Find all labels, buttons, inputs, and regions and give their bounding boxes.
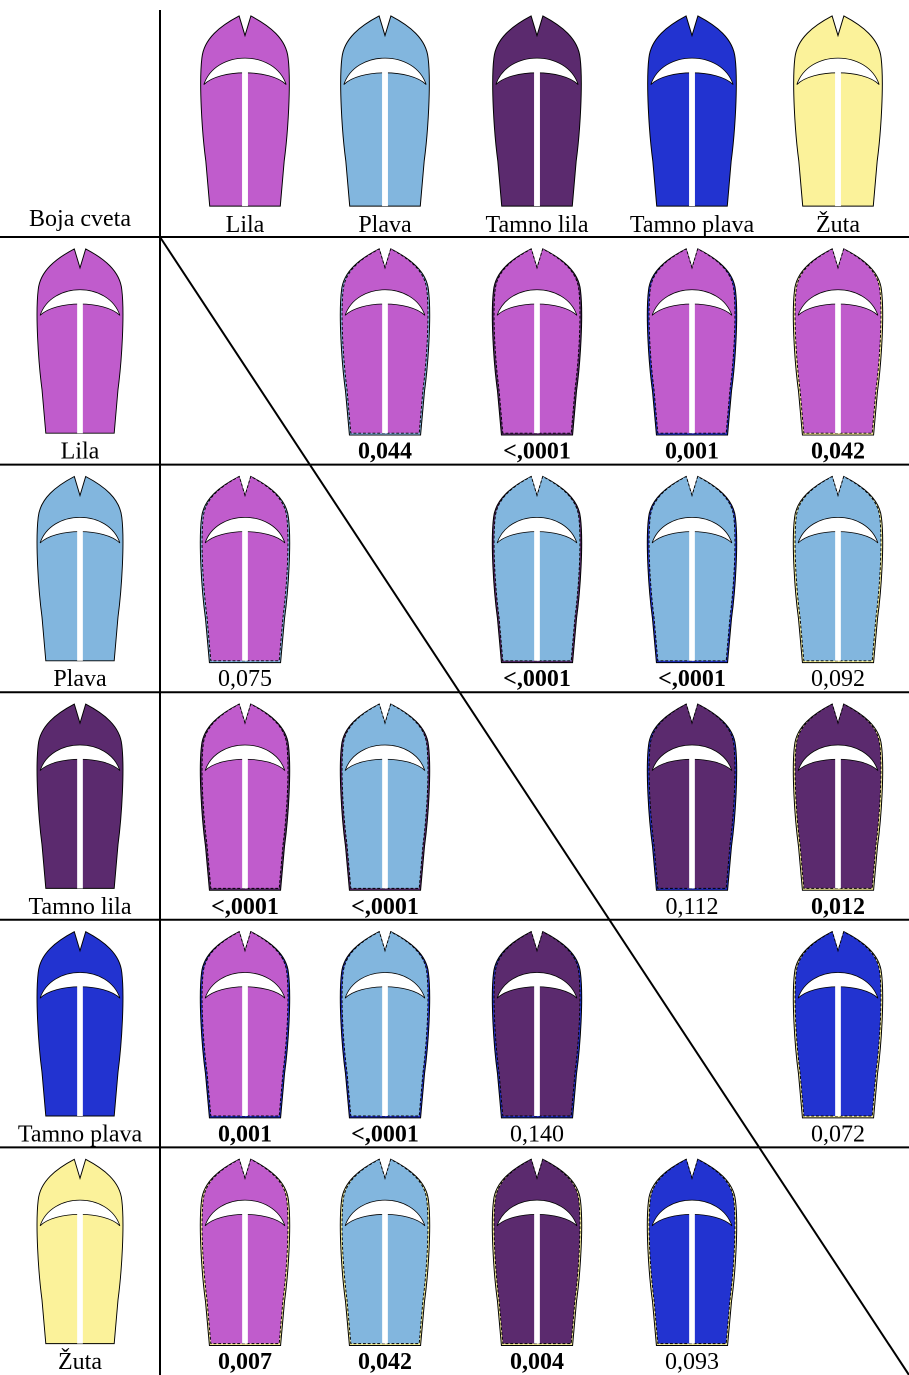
p-value: <,0001 (211, 894, 279, 920)
flower-slit (689, 66, 695, 207)
flower-slit (835, 753, 841, 889)
flower (339, 248, 431, 436)
flower-slit (534, 298, 540, 434)
row-label: Tamno lila (29, 894, 132, 920)
p-value: 0,072 (811, 1121, 865, 1147)
flower-slit (242, 525, 248, 661)
flower (792, 703, 884, 891)
flower-slit (382, 298, 388, 434)
column-label: Žuta (816, 212, 860, 238)
flower (646, 476, 738, 664)
flower-slit (689, 525, 695, 661)
flower (646, 703, 738, 891)
flower (646, 1158, 738, 1346)
p-value: <,0001 (351, 1121, 419, 1147)
diagonal (159, 236, 909, 1375)
flower (200, 15, 290, 207)
p-value: 0,075 (218, 666, 272, 692)
flower-slit (77, 1208, 83, 1344)
flower-slit (242, 981, 248, 1116)
column-label: Tamno lila (486, 212, 589, 238)
p-value: <,0001 (351, 894, 419, 920)
row-label: Plava (53, 666, 107, 692)
flower-slit (689, 1208, 695, 1344)
flower-slit (382, 753, 388, 889)
flower-slit (689, 298, 695, 434)
flower-slit (382, 981, 388, 1116)
p-value: 0,093 (665, 1349, 719, 1375)
p-value: <,0001 (503, 439, 571, 465)
flower (792, 931, 884, 1119)
flower-slit (689, 753, 695, 889)
flower-slit (382, 1208, 388, 1344)
flower (340, 15, 430, 207)
flower-slit (534, 981, 540, 1116)
column-label: Plava (358, 212, 412, 238)
flower (339, 931, 431, 1119)
p-value: <,0001 (658, 666, 726, 692)
flower-slit (77, 298, 83, 434)
p-value: 0,001 (218, 1121, 272, 1147)
flower-slit (77, 981, 83, 1116)
flower-slit (835, 66, 841, 207)
flower (492, 15, 582, 207)
p-value: 0,042 (811, 439, 865, 465)
flower (491, 476, 583, 664)
flower (36, 476, 124, 662)
row-label: Lila (61, 439, 100, 465)
flower (792, 248, 884, 436)
flower (199, 1158, 291, 1346)
flower-slit (242, 66, 248, 207)
flower (36, 248, 124, 434)
p-value: 0,044 (358, 439, 412, 465)
flower (491, 248, 583, 436)
flower (36, 1158, 124, 1345)
flower (793, 15, 883, 207)
flower-slit (534, 1208, 540, 1344)
p-value: 0,001 (665, 439, 719, 465)
flower (339, 703, 431, 891)
flower-slit (534, 525, 540, 661)
flower (199, 703, 291, 891)
flower (646, 248, 738, 436)
row-label: Tamno plava (18, 1121, 143, 1147)
flower-slit (77, 525, 83, 661)
row-label: Žuta (58, 1349, 102, 1375)
flower (647, 15, 737, 207)
flower (491, 931, 583, 1119)
column-label: Tamno plava (630, 212, 755, 238)
p-value: 0,092 (811, 666, 865, 692)
p-value: 0,112 (665, 894, 718, 920)
flower-slit (534, 66, 540, 207)
flower-slit (835, 525, 841, 661)
p-value: 0,004 (510, 1349, 564, 1375)
flower-slit (77, 753, 83, 889)
corner-label: Boja cveta (29, 206, 131, 232)
flower (199, 931, 291, 1119)
flower (36, 703, 124, 889)
flower-slit (382, 66, 388, 207)
p-value: 0,140 (510, 1121, 564, 1147)
flower-slit (835, 298, 841, 434)
flower (491, 1158, 583, 1346)
flower (199, 476, 291, 664)
flower (339, 1158, 431, 1346)
flower-slit (835, 981, 841, 1116)
flower-slit (242, 1208, 248, 1344)
flower (792, 476, 884, 664)
flower (36, 931, 124, 1117)
p-value: 0,007 (218, 1349, 272, 1375)
flower-slit (242, 753, 248, 889)
p-value: <,0001 (503, 666, 571, 692)
column-label: Lila (226, 212, 265, 238)
p-value: 0,042 (358, 1349, 412, 1375)
p-value: 0,012 (811, 894, 865, 920)
